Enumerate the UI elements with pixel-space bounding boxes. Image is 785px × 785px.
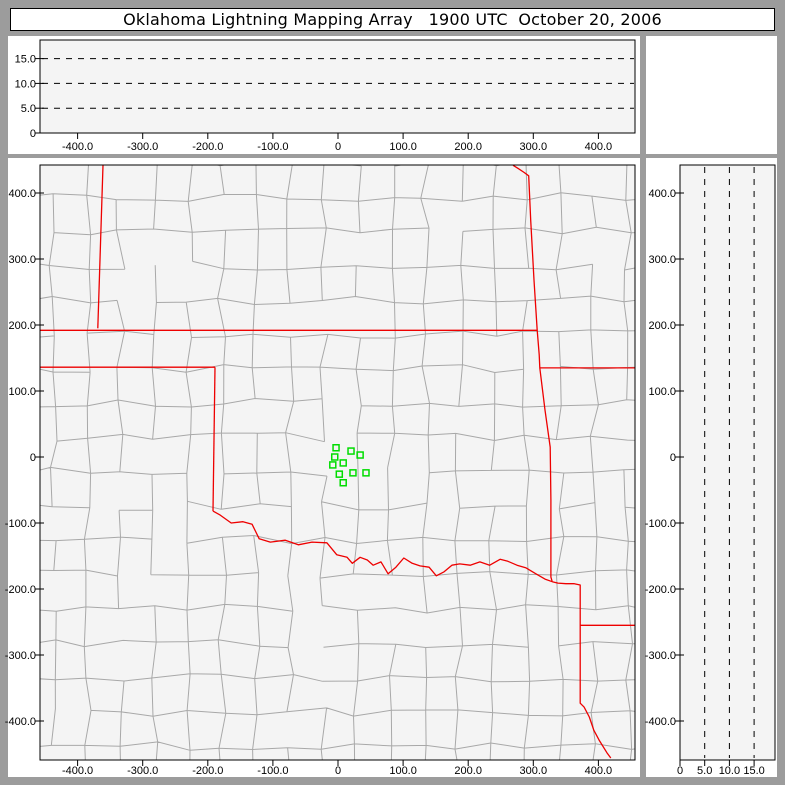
title-bar: Oklahoma Lightning Mapping Array 1900 UT… — [10, 8, 775, 31]
plan-view-plot[interactable]: 400.0 300.0 200.0 100.0 0 -100.0 -200.0 -300.0 -… — [5, 158, 640, 777]
ew-altitude-panel: 0 5.0 10.0 15.0 -400.0 -300.0 -200.0 -100.0 0 100… — [8, 36, 640, 154]
plan-view-panel: 400.0 300.0 200.0 100.0 0 -100.0 -200.0 -300.0 -… — [5, 158, 640, 777]
state-border-line — [97, 165, 104, 329]
y-tick-label: 400.0 — [648, 188, 676, 200]
ew-plot-area — [39, 39, 636, 134]
y-tick-label: 100.0 — [8, 386, 36, 398]
state-border-line — [552, 581, 612, 759]
y-tick-label: 15.0 — [15, 54, 36, 66]
y-tick-label: 200.0 — [8, 320, 36, 332]
lma-station-marker — [347, 447, 355, 455]
ew-altitude-plot[interactable]: 0 5.0 10.0 15.0 -400.0 -300.0 -200.0 -100.0 0 100… — [8, 36, 640, 154]
y-tick-label: 0 — [30, 128, 36, 140]
y-tick-label: 400.0 — [8, 188, 36, 200]
lma-station-marker — [335, 470, 344, 478]
x-tick-label: 400.0 — [585, 141, 613, 153]
y-tick-label: -100.0 — [5, 518, 36, 530]
x-tick-label: 200.0 — [454, 765, 482, 777]
x-tick-label: 300.0 — [520, 141, 548, 153]
lma-station-marker — [356, 451, 364, 459]
x-tick-label: 5.0 — [697, 765, 712, 777]
y-tick-label: -200.0 — [5, 584, 36, 596]
y-tick-label: 0 — [670, 452, 676, 464]
x-tick-label: 300.0 — [520, 765, 548, 777]
state-border-line — [512, 165, 553, 582]
corner-panel — [646, 36, 777, 154]
x-tick-label: -300.0 — [127, 141, 158, 153]
state-border-line — [212, 367, 216, 512]
x-tick-label: -200.0 — [192, 765, 223, 777]
map-content — [40, 165, 635, 760]
x-tick-label: 0 — [335, 141, 341, 153]
y-tick-label: 0 — [30, 452, 36, 464]
lma-station-marker — [329, 461, 337, 469]
lma-station-marker — [339, 459, 347, 467]
x-tick-label: -200.0 — [192, 141, 223, 153]
y-tick-label: 200.0 — [648, 320, 676, 332]
x-tick-label: 15.0 — [743, 765, 764, 777]
x-tick-label: 10.0 — [719, 765, 740, 777]
state-border-line — [212, 510, 553, 583]
x-tick-label: -400.0 — [62, 765, 93, 777]
x-tick-label: 0 — [677, 765, 683, 777]
lma-station-marker — [339, 478, 347, 487]
y-tick-label: 10.0 — [15, 78, 36, 90]
lma-station-marker — [349, 469, 357, 477]
ns-plot-area — [679, 164, 776, 761]
y-tick-label: 5.0 — [21, 103, 36, 115]
county-boundaries — [40, 165, 635, 760]
x-tick-label: 100.0 — [389, 141, 417, 153]
x-tick-label: -100.0 — [257, 765, 288, 777]
lma-station-marker — [330, 453, 339, 461]
x-tick-label: 0 — [335, 765, 341, 777]
y-tick-label: -100.0 — [645, 518, 676, 530]
y-tick-label: -300.0 — [5, 650, 36, 662]
window-title: Oklahoma Lightning Mapping Array 1900 UT… — [123, 10, 662, 29]
y-tick-label: 300.0 — [648, 254, 676, 266]
y-tick-label: -400.0 — [5, 716, 36, 728]
y-tick-label: 300.0 — [8, 254, 36, 266]
x-tick-label: -100.0 — [257, 141, 288, 153]
lma-station-marker — [332, 444, 340, 452]
map-background — [40, 165, 635, 760]
x-tick-label: 100.0 — [389, 765, 417, 777]
ns-altitude-panel: 400.0 300.0 200.0 100.0 0 -100.0 -200.0 -300.0 -… — [645, 158, 777, 777]
y-tick-label: -200.0 — [645, 584, 676, 596]
x-tick-label: 200.0 — [454, 141, 482, 153]
x-tick-label: -400.0 — [62, 141, 93, 153]
y-tick-label: -300.0 — [645, 650, 676, 662]
y-tick-label: 100.0 — [648, 386, 676, 398]
ns-altitude-plot[interactable]: 400.0 300.0 200.0 100.0 0 -100.0 -200.0 -300.0 -… — [645, 158, 777, 777]
lma-station-marker — [362, 469, 370, 477]
y-tick-label: -400.0 — [645, 716, 676, 728]
x-tick-label: -300.0 — [127, 765, 158, 777]
x-tick-label: 400.0 — [585, 765, 613, 777]
